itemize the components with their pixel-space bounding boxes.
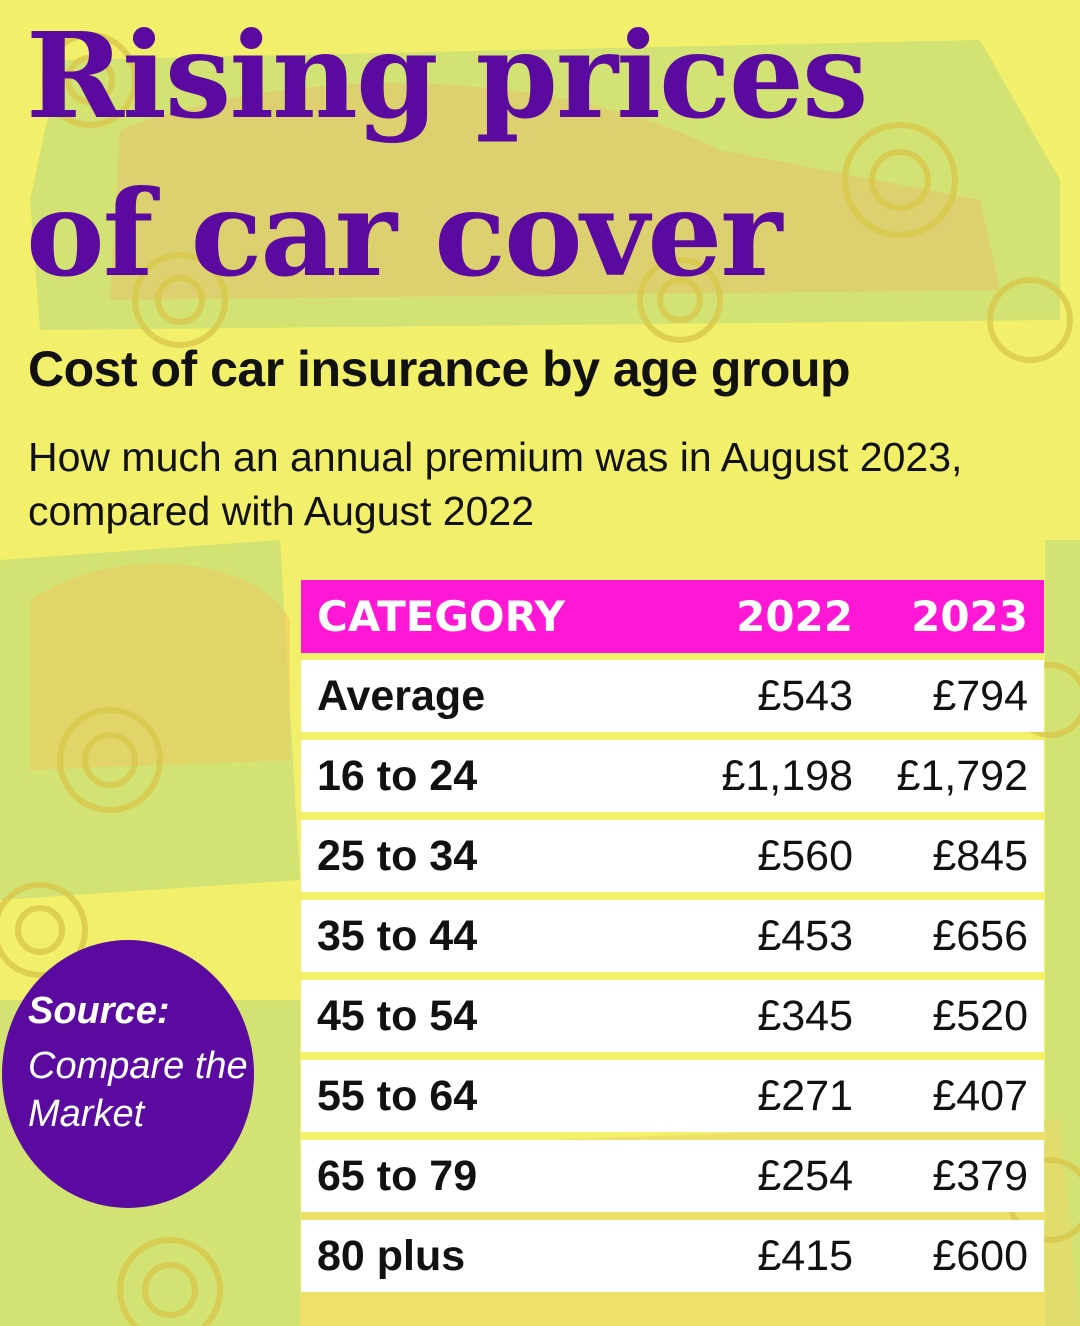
row-category: Average (317, 671, 486, 720)
row-value-2022: £271 (757, 1071, 853, 1120)
header-2023: 2023 (911, 592, 1028, 641)
row-value-2022: £453 (757, 911, 853, 960)
row-value-2023: £407 (932, 1071, 1028, 1120)
table-row: 35 to 44 £453 £656 (301, 900, 1044, 972)
table-row: 25 to 34 £560 £845 (301, 820, 1044, 892)
row-category: 45 to 54 (317, 991, 478, 1040)
row-value-2022: £560 (757, 831, 853, 880)
insurance-table: CATEGORY 2022 2023 Average £543 £794 16 to … (301, 580, 1044, 1300)
header-2022: 2022 (736, 592, 853, 641)
row-category: 16 to 24 (317, 751, 478, 800)
row-value-2022: £254 (757, 1151, 853, 1200)
table-row: 45 to 54 £345 £520 (301, 980, 1044, 1052)
source-name: Compare the Market (28, 1045, 248, 1135)
standfirst: How much an annual premium was in August… (28, 434, 963, 534)
table-header: CATEGORY 2022 2023 (301, 580, 1044, 653)
row-value-2023: £656 (932, 911, 1028, 960)
source-label: Source: (28, 990, 170, 1032)
row-category: 55 to 64 (317, 1071, 478, 1120)
row-value-2023: £600 (932, 1231, 1028, 1280)
source-badge: Source: Compare the Market (2, 940, 254, 1208)
table-row: 80 plus £415 £600 (301, 1220, 1044, 1292)
table-row: 16 to 24 £1,198 £1,792 (301, 740, 1044, 812)
row-value-2022: £415 (757, 1231, 853, 1280)
row-value-2023: £794 (932, 671, 1028, 720)
row-value-2023: £520 (932, 991, 1028, 1040)
row-category: 65 to 79 (317, 1151, 478, 1200)
subtitle: Cost of car insurance by age group (28, 341, 851, 397)
row-category: 35 to 44 (317, 911, 478, 960)
row-value-2022: £345 (757, 991, 853, 1040)
row-value-2022: £1,198 (721, 751, 853, 800)
row-category: 25 to 34 (317, 831, 478, 880)
title-line-2: of car cover (26, 164, 782, 303)
row-value-2022: £543 (757, 671, 853, 720)
table-row: 55 to 64 £271 £407 (301, 1060, 1044, 1132)
row-value-2023: £845 (932, 831, 1028, 880)
row-value-2023: £379 (932, 1151, 1028, 1200)
header-category: CATEGORY (317, 592, 566, 641)
table-row: 65 to 79 £254 £379 (301, 1140, 1044, 1212)
row-value-2023: £1,792 (896, 751, 1028, 800)
title-line-1: Rising prices (26, 6, 868, 145)
row-category: 80 plus (317, 1231, 466, 1280)
table-row: Average £543 £794 (301, 660, 1044, 732)
